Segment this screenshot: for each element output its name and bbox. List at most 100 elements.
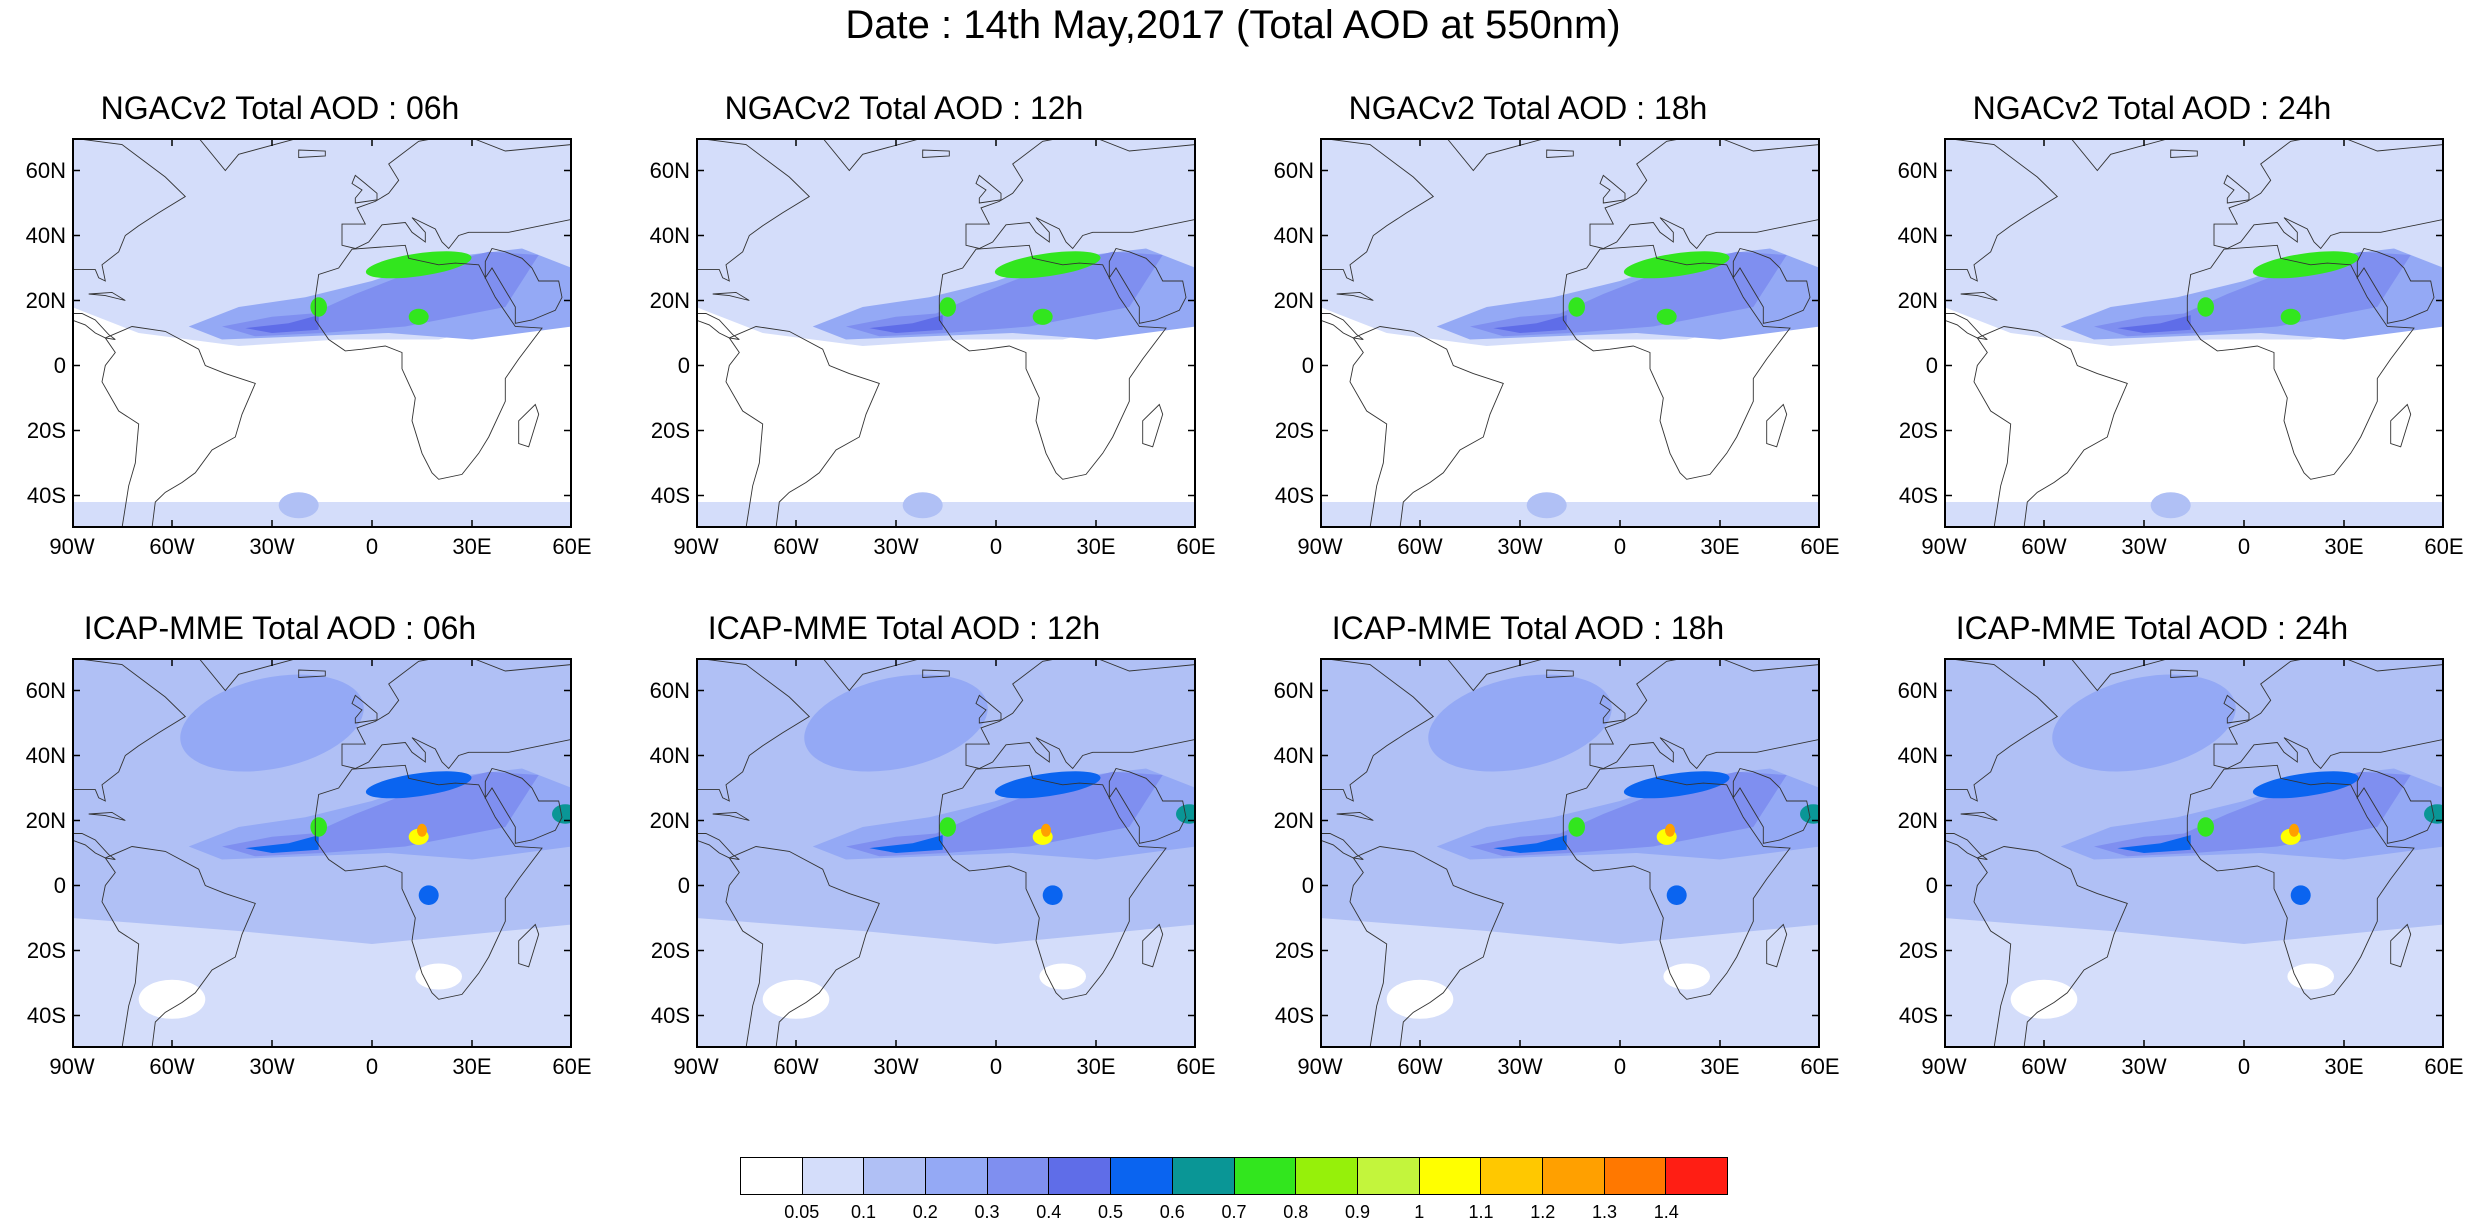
panel-title: NGACv2 Total AOD : 06h <box>100 90 460 126</box>
map-frame <box>72 658 572 1048</box>
dust-plume-mid <box>846 251 1163 337</box>
coastline-africa <box>1562 244 1791 480</box>
map-frame <box>1944 138 2444 528</box>
coastline-iceland <box>298 149 326 158</box>
lat-tick-label: 60N <box>25 157 66 183</box>
lat-tick-label: 20S <box>650 417 690 443</box>
lon-tick-label: 0 <box>1613 1054 1627 1079</box>
lon-tick-label: 60E <box>1800 534 1840 559</box>
coastline-s-america <box>1973 326 2128 528</box>
coastline-central-america <box>1320 833 1364 860</box>
coastline-africa <box>938 244 1167 480</box>
lat-tick-label: 20N <box>649 287 690 313</box>
dust-plume-mid <box>1470 771 1787 857</box>
lat-tick-label: 40N <box>649 222 690 248</box>
coastline-africa <box>2186 244 2415 480</box>
dust-hotspot-north <box>2252 771 2359 799</box>
coastline-madagascar <box>2390 923 2412 968</box>
coastline-europe <box>965 138 1196 250</box>
dust-hotspot-chad <box>1032 308 1053 325</box>
coastline-europe <box>2213 138 2444 250</box>
figure-title: Date : 14th May,2017 (Total AOD at 550nm… <box>845 3 1621 47</box>
coastline-madagascar <box>2390 403 2412 448</box>
lon-tick-label: 30E <box>1076 534 1116 559</box>
aod-vortex <box>1526 492 1567 519</box>
coastline-central-america <box>696 313 740 340</box>
map-frame <box>1320 658 1820 1048</box>
aod-clean-patch <box>1386 979 1454 1019</box>
colorbar-label: 0.3 <box>974 1202 1000 1222</box>
coastline-greenland <box>2069 138 2172 172</box>
lat-tick-label: 40N <box>25 222 66 248</box>
coastline-n-america <box>1320 658 1435 802</box>
lat-tick-label: 0 <box>1301 872 1314 898</box>
lon-tick-label: 30W <box>2121 534 2167 559</box>
lon-tick-label: 30E <box>1076 1054 1116 1079</box>
lon-tick-label: 90W <box>673 534 719 559</box>
dust-hotspot-peak <box>1665 823 1675 837</box>
lon-tick-label: 60W <box>1397 1054 1443 1079</box>
map-plot-area <box>696 658 1196 1048</box>
lon-tick-label: 60E <box>2424 1054 2464 1079</box>
lon-tick-label: 90W <box>1921 1054 1967 1079</box>
dust-plume-core <box>1493 315 1567 333</box>
lon-tick-label: 0 <box>1613 534 1627 559</box>
lon-tick-label: 60W <box>149 534 195 559</box>
coastline-iceland <box>2170 669 2198 678</box>
panel-title: ICAP-MME Total AOD : 24h <box>1955 610 2349 646</box>
map-frame <box>1944 658 2444 1048</box>
aod-midlat-band <box>2052 674 2236 772</box>
map-frame <box>1320 138 1820 528</box>
coastline-greenland <box>1445 658 1548 692</box>
aod-map <box>1944 658 2444 1048</box>
coastline-central-america <box>1944 313 1988 340</box>
lon-tick-label: 60E <box>1800 1054 1840 1079</box>
lon-tick-label: 90W <box>49 1054 95 1079</box>
colorbar-swatch <box>1419 1158 1482 1194</box>
dust-hotspot-north <box>2252 251 2359 279</box>
colorbar-swatch <box>1604 1158 1667 1194</box>
coastline-africa <box>1562 764 1791 1000</box>
lat-tick-label: 40S <box>1274 482 1314 508</box>
colorbar-label: 0.8 <box>1283 1202 1309 1222</box>
colorbar-label: 0.6 <box>1159 1202 1185 1222</box>
lon-tick-label: 60W <box>149 1054 195 1079</box>
colorbar-label: 0.1 <box>850 1202 877 1222</box>
panel-title: ICAP-MME Total AOD : 06h <box>83 610 477 646</box>
coastline-s-america <box>725 846 880 1048</box>
colorbar <box>740 1157 1728 1195</box>
lon-tick-label: 30W <box>2121 1054 2167 1079</box>
lon-tick-label: 30W <box>249 1054 295 1079</box>
lat-tick-label: 20N <box>25 807 66 833</box>
lat-tick-label: 0 <box>677 872 690 898</box>
dust-plume-core <box>869 835 943 853</box>
coastline-madagascar <box>1142 923 1164 968</box>
dust-hotspot-peak <box>1041 823 1051 837</box>
coastline-britain <box>351 694 378 724</box>
aod-midlat-band <box>180 674 364 772</box>
colorbar-swatch <box>1111 1158 1173 1194</box>
coastline-madagascar <box>518 923 540 968</box>
coastline-britain <box>1599 694 1626 724</box>
aod-map <box>1320 658 1820 1048</box>
coastline-arabia <box>1108 767 1187 844</box>
lat-tick-label: 0 <box>677 352 690 378</box>
aod-shading-south <box>72 502 572 528</box>
dust-hotspot-peak <box>417 823 427 837</box>
coastline-madagascar <box>1142 403 1164 448</box>
dust-plume-mid <box>222 251 539 337</box>
lon-tick-label: 30E <box>1700 1054 1740 1079</box>
colorbar-swatch <box>1666 1158 1727 1194</box>
coastline-central-america <box>72 833 116 860</box>
lat-tick-label: 0 <box>53 872 66 898</box>
lat-tick-label: 60N <box>649 677 690 703</box>
coastline-cuba <box>88 291 126 301</box>
coastline-iceland <box>298 669 326 678</box>
lat-tick-label: 60N <box>1273 157 1314 183</box>
dust-hotspot-chad <box>408 308 429 325</box>
panel-title: NGACv2 Total AOD : 12h <box>724 90 1084 126</box>
dust-plume-core <box>245 315 319 333</box>
coastline-europe <box>1589 138 1820 250</box>
coastline-iceland <box>922 149 950 158</box>
aod-clean-patch <box>1663 963 1710 990</box>
